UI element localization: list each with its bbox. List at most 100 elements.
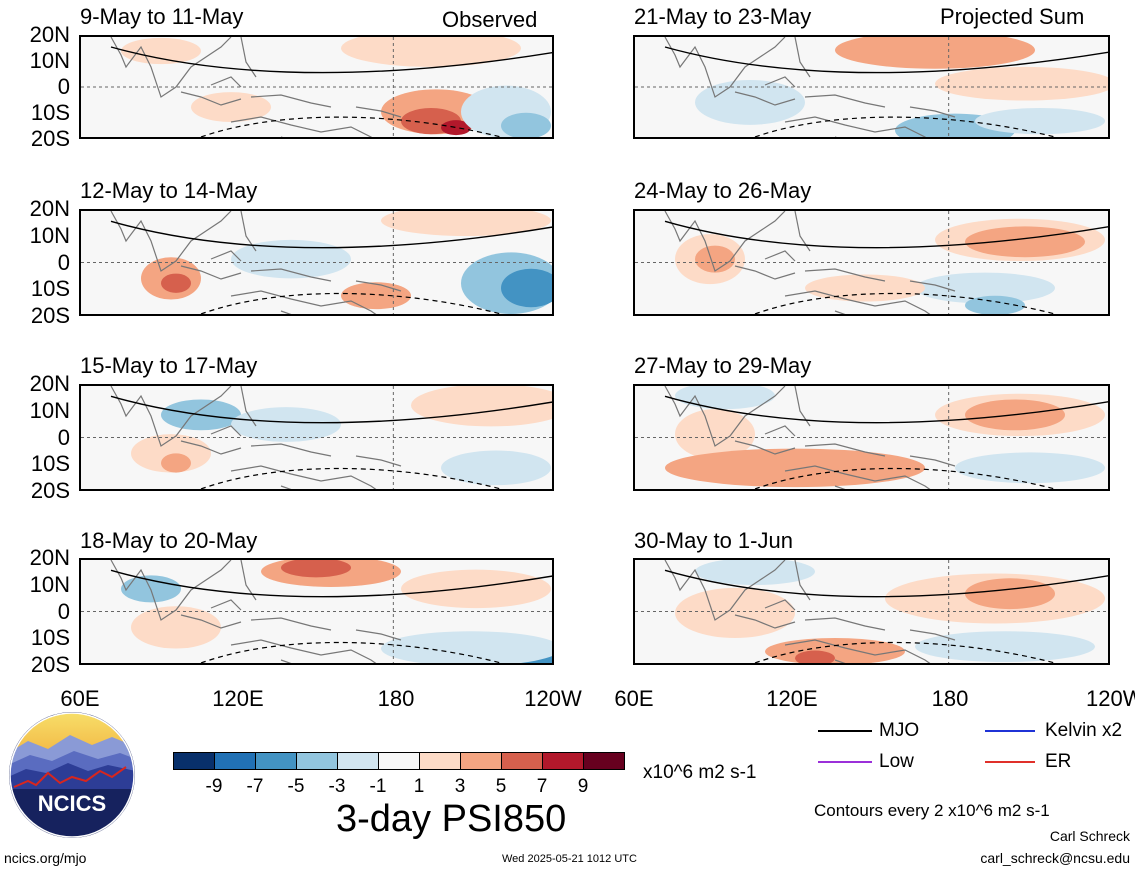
map-panel-projected-1 [633, 35, 1110, 139]
map-panel-observed-4 [79, 558, 554, 665]
lat-label: 0 [57, 424, 70, 450]
source-url[interactable]: ncics.org/mjo [4, 850, 87, 866]
panel-title: 30-May to 1-Jun [634, 528, 793, 553]
observed-label: Observed [442, 7, 538, 32]
legend-label-mjo: MJO [879, 720, 920, 741]
colorbar-label: -5 [287, 776, 305, 797]
shaded-anomaly [965, 226, 1085, 258]
colorbar-label: 1 [413, 776, 425, 797]
shaded-anomaly [231, 407, 341, 442]
mjo-negative-contour [754, 292, 1056, 314]
shaded-anomaly [935, 66, 1108, 101]
colorbar-swatch [460, 752, 502, 770]
colorbar-label: -9 [205, 776, 223, 797]
map-field [81, 560, 552, 663]
shaded-anomaly [675, 409, 755, 460]
shaded-anomaly [121, 37, 201, 65]
shaded-anomaly [965, 295, 1025, 314]
shaded-anomaly [191, 92, 271, 123]
colorbar-label: 9 [577, 776, 589, 797]
shaded-anomaly [131, 606, 221, 649]
mjo-negative-contour [200, 467, 502, 489]
shaded-anomaly [381, 631, 552, 663]
shaded-anomaly [915, 272, 1055, 304]
shaded-anomaly [401, 569, 551, 609]
lat-label: 10S [30, 276, 70, 302]
map-field [635, 37, 1108, 137]
colorbar-swatch [173, 752, 215, 770]
lon-label: 60E [60, 686, 100, 711]
shaded-anomaly [501, 112, 551, 137]
lat-label: 10S [30, 100, 70, 125]
logo-text: NCICS [38, 791, 106, 816]
map-panel-projected-2 [633, 209, 1110, 316]
shaded-anomaly [665, 448, 925, 488]
panel-title: 21-May to 23-May [634, 4, 812, 29]
lat-label: 10N [29, 222, 70, 248]
legend-line-mjo [818, 730, 872, 732]
map-panel-observed-2 [79, 209, 554, 316]
mjo-negative-contour [754, 641, 1056, 663]
mjo-contour [664, 46, 1108, 74]
mjo-contour [664, 220, 1108, 249]
lat-label: 20N [29, 545, 70, 570]
shaded-anomaly [695, 79, 805, 125]
mjo-negative-contour [200, 641, 502, 663]
lat-label: 0 [57, 249, 70, 275]
mjo-contour [664, 395, 1108, 424]
colorbar-label: 5 [495, 776, 507, 797]
shaded-anomaly [975, 108, 1105, 135]
mjo-contour [110, 569, 552, 598]
legend-line-kelvin [985, 730, 1035, 732]
shaded-anomaly [231, 239, 351, 279]
mjo-contour [110, 395, 552, 424]
lat-label: 20S [30, 652, 70, 677]
lat-label: 20N [29, 22, 70, 47]
shaded-anomaly [675, 587, 795, 638]
coastline [664, 386, 956, 489]
legend-line-er [985, 761, 1035, 763]
author-email[interactable]: carl_schreck@ncsu.edu [980, 850, 1130, 866]
map-field [635, 211, 1108, 314]
shaded-anomaly [441, 120, 471, 136]
map-panel-observed-1 [79, 35, 554, 139]
timestamp: Wed 2025-05-21 1012 UTC [502, 853, 637, 865]
mjo-negative-contour [200, 292, 502, 314]
mjo-contour [110, 220, 552, 249]
lat-label: 10N [29, 571, 70, 597]
lat-label: 0 [57, 74, 70, 99]
lat-label: 20N [29, 196, 70, 221]
colorbar-swatch [214, 752, 256, 770]
mjo-negative-contour [754, 467, 1056, 489]
lat-label: 20N [29, 371, 70, 396]
lon-label: 60E [614, 686, 654, 711]
shaded-anomaly [955, 452, 1105, 484]
colorbar-swatch [542, 752, 584, 770]
mjo-negative-contour [200, 116, 502, 137]
lat-label: 20S [30, 303, 70, 328]
shaded-anomaly [675, 386, 775, 410]
map-field [81, 386, 552, 489]
legend-line-low [818, 761, 872, 763]
lat-label: 10S [30, 625, 70, 651]
lon-label: 180 [931, 686, 969, 711]
lon-label: 120E [212, 686, 264, 711]
panel-title: 27-May to 29-May [634, 353, 812, 378]
lon-label: 180 [377, 686, 415, 711]
mjo-contour [110, 46, 552, 74]
coastline [110, 386, 402, 489]
coastline [110, 37, 402, 137]
projected-label: Projected Sum [940, 4, 1085, 29]
coastline [664, 37, 956, 137]
lat-label: 20S [30, 126, 70, 151]
coastline [110, 560, 402, 663]
shaded-anomaly [695, 245, 735, 273]
coastline [110, 211, 402, 314]
shaded-anomaly [695, 560, 815, 586]
coastline [664, 211, 956, 314]
map-panel-projected-4 [633, 558, 1110, 665]
contour-note: Contours every 2 x10^6 m2 s-1 [814, 801, 1050, 820]
colorbar-label: 3 [454, 776, 466, 797]
shaded-anomaly [161, 273, 191, 293]
shaded-anomaly [795, 650, 835, 663]
